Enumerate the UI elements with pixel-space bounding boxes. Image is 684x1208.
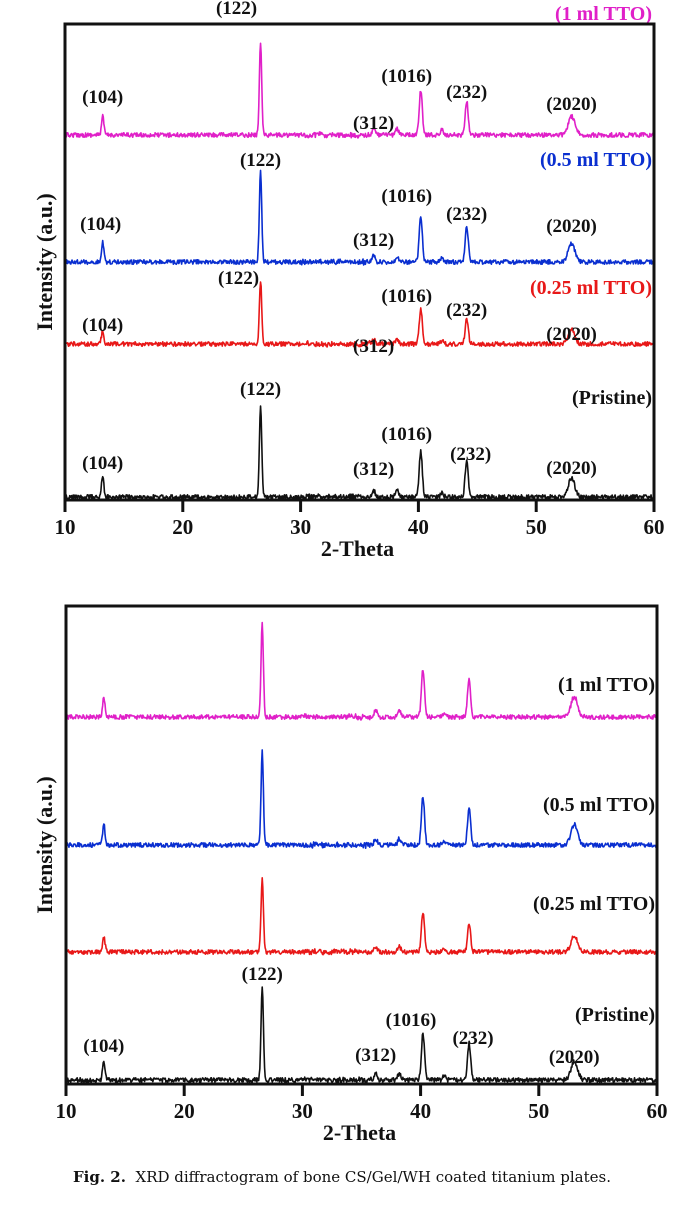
- plot-frame: [64, 604, 659, 1086]
- x-tick-label: 10: [56, 1099, 77, 1123]
- peak-label: (1016): [381, 66, 432, 87]
- peak-label: (312): [353, 459, 394, 480]
- series-trace: [65, 877, 658, 956]
- x-tick-label: 60: [647, 1099, 668, 1123]
- peak-label: (312): [355, 1045, 396, 1066]
- peak-label: (232): [446, 204, 487, 225]
- x-tick-label: 40: [408, 515, 429, 539]
- peak-label: (1016): [381, 286, 432, 307]
- y-axis-title: Intensity (a.u.): [32, 193, 57, 331]
- peak-label: (122): [216, 0, 257, 19]
- peak-label: (104): [80, 214, 121, 235]
- peak-label: (104): [82, 87, 123, 108]
- caption-text: XRD diffractogram of bone CS/Gel/WH coat…: [135, 1168, 611, 1186]
- peak-label: (2020): [546, 458, 597, 479]
- series-trace: [65, 749, 658, 850]
- peak-label: (122): [240, 150, 281, 171]
- series-trace: [64, 42, 655, 139]
- x-tick-label: 30: [292, 1099, 313, 1123]
- x-axis-title: 2-Theta: [323, 1120, 396, 1145]
- series-trace: [64, 169, 655, 266]
- x-tick-label: 20: [174, 1099, 195, 1123]
- peak-label: (232): [450, 444, 491, 465]
- x-tick-label: 30: [290, 515, 311, 539]
- peak-label: (2020): [546, 324, 597, 345]
- peak-label: (312): [353, 113, 394, 134]
- series-trace: [64, 281, 655, 348]
- series-label: (0.5 ml TTO): [543, 794, 655, 816]
- x-tick-label: 60: [644, 515, 665, 539]
- series-label: (0.5 ml TTO): [540, 149, 652, 171]
- y-axis-title: Intensity (a.u.): [32, 776, 57, 914]
- x-tick-label: 40: [410, 1099, 431, 1123]
- peak-label: (104): [82, 315, 123, 336]
- peak-label: (1016): [381, 186, 432, 207]
- peak-label: (232): [446, 300, 487, 321]
- caption-label: Fig. 2.: [73, 1168, 126, 1186]
- peak-label: (104): [83, 1036, 124, 1057]
- series-label: (1 ml TTO): [558, 674, 655, 696]
- plot-frame: [63, 22, 656, 502]
- peak-label: (122): [242, 964, 283, 985]
- peak-label: (2020): [549, 1047, 600, 1068]
- x-tick-label: 20: [172, 515, 193, 539]
- x-tick-label: 10: [55, 515, 76, 539]
- peak-label: (2020): [546, 94, 597, 115]
- xrd-chart-bottom: (1 ml TTO) (0.5 ml TTO) (0.25 ml TTO) (Pris…: [32, 604, 668, 1145]
- peak-label: (232): [452, 1028, 493, 1049]
- series-trace: [65, 621, 658, 721]
- peak-label: (312): [353, 230, 394, 251]
- x-tick-label: 50: [528, 1099, 549, 1123]
- xrd-chart-top: (1 ml TTO) (104) (122) (312) (1016) (232) (202…: [32, 0, 665, 561]
- series-label: (0.25 ml TTO): [533, 893, 655, 915]
- peak-label: (1016): [381, 424, 432, 445]
- series-trace: [64, 405, 655, 501]
- peak-label: (232): [446, 82, 487, 103]
- x-tick-label: 50: [526, 515, 547, 539]
- peak-label: (312): [353, 336, 394, 357]
- series-label: (1 ml TTO): [555, 3, 652, 25]
- series-label: (0.25 ml TTO): [530, 277, 652, 299]
- peak-label: (122): [240, 379, 281, 400]
- peak-label: (122): [218, 268, 259, 289]
- series-trace: [65, 986, 658, 1084]
- figure-caption: Fig. 2. XRD diffractogram of bone CS/Gel…: [0, 1168, 684, 1186]
- series-label: (Pristine): [575, 1004, 655, 1026]
- peak-label: (2020): [546, 216, 597, 237]
- peak-label: (1016): [386, 1010, 437, 1031]
- peak-label: (104): [82, 453, 123, 474]
- series-label: (Pristine): [572, 387, 652, 409]
- x-axis-title: 2-Theta: [321, 536, 394, 561]
